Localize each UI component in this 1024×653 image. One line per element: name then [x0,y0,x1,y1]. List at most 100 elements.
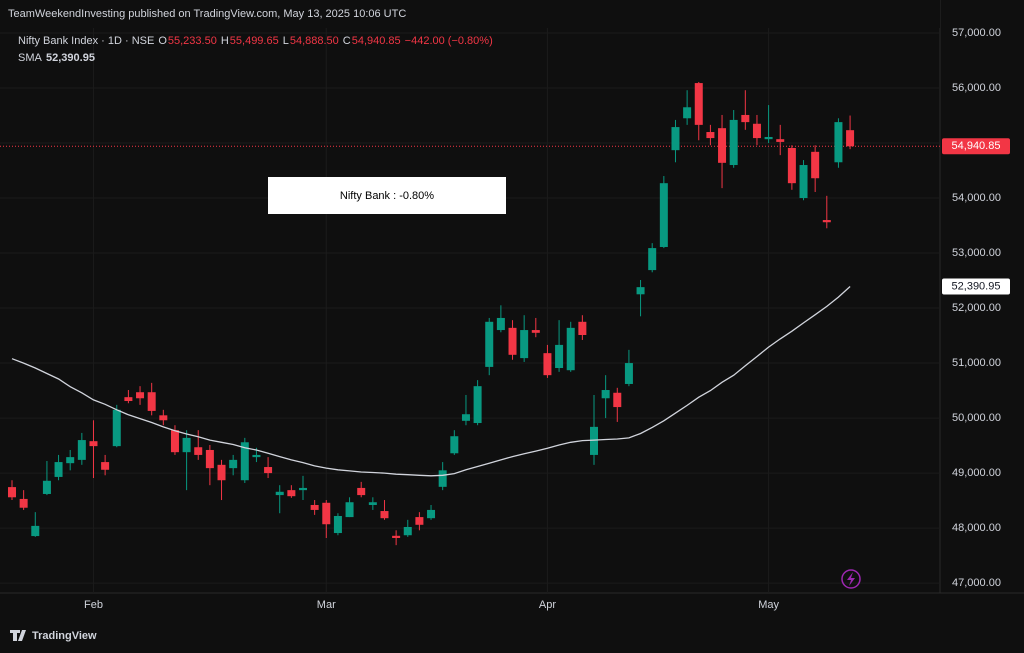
plot [0,81,940,546]
candle-body [380,511,389,519]
candle-body [706,132,715,139]
y-tick-label: 50,000.00 [952,412,1001,424]
candle-body [496,317,505,331]
candle-body [834,122,843,163]
x-tick-label: Mar [317,599,336,611]
candle-body [368,502,377,505]
alert-bolt [847,572,855,586]
candle-body [566,327,575,371]
legend-value: 55,499.65 [230,35,279,47]
y-tick-label: 49,000.00 [952,467,1001,479]
y-tick-label: 52,000.00 [952,302,1001,314]
candle-body [333,515,342,534]
candle-body [683,107,692,119]
candle-body [42,480,51,494]
candle-body [624,363,633,384]
candle-body [671,127,680,151]
candle-body [601,390,610,399]
candle-body [89,441,98,447]
y-tick-label: 47,000.00 [952,577,1001,589]
candle-body [194,447,203,455]
candle-body [694,83,703,125]
symbol: Nifty Bank Index · 1D · NSE [18,35,154,47]
legend-value: 54,940.85 [352,35,401,47]
y-tick-label: 54,000.00 [952,192,1001,204]
candle-body [275,491,284,496]
candle-body [741,114,750,123]
candle-body [66,457,75,464]
candle-body [811,151,820,179]
candle-body [252,454,261,458]
y-tick-label: 56,000.00 [952,82,1001,94]
candle-body [718,128,727,163]
candle-body [170,430,179,453]
x-tick-label: May [758,599,779,611]
candle-body [520,330,529,359]
grid [0,0,940,593]
sma-label-box [942,278,1010,295]
x-tick-label: Apr [539,599,556,611]
candle-body [508,327,517,355]
alert-icon[interactable] [841,569,861,589]
candle-body [764,136,773,140]
candle-body [240,442,249,481]
y-tick-label: 51,000.00 [952,357,1001,369]
candle-body [450,436,459,454]
candle-body [427,509,436,519]
logo [10,630,26,641]
candle-body [729,119,738,166]
candle-body [264,467,273,474]
legend-key: C [343,35,351,47]
candle-body [613,392,622,408]
candle-body [136,392,145,399]
sma-value: 52,390.95 [46,52,95,64]
y-tick-label: 48,000.00 [952,522,1001,534]
candle-body [287,490,296,497]
y-tick-label: 57,000.00 [952,27,1001,39]
candle-body [77,440,86,460]
candle-body [846,130,855,147]
candle-body [159,415,168,421]
annotation: Nifty Bank : -0.80% [340,190,434,202]
legend-value: 54,888.50 [290,35,339,47]
candle-body [403,526,412,536]
candle-body [101,462,110,470]
candle-body [299,487,307,491]
candle-body [8,487,16,498]
price-label-box [942,138,1010,155]
candle-body [357,487,366,496]
candle-body [345,502,354,518]
candle-body [555,344,564,369]
header-bar [0,0,940,28]
candle-body [438,470,447,487]
y-tick-label: 53,000.00 [952,247,1001,259]
candle-body [217,464,226,481]
candle-body [531,330,540,333]
legend-key: O [158,35,167,47]
candle-body [54,462,63,477]
sma-name: SMA [18,52,43,64]
candle-body [776,139,785,142]
candle-body [147,392,156,411]
candle-body [578,321,587,336]
candle-body [205,449,214,469]
candle-body [182,437,191,453]
candle-body [461,414,470,421]
candle-body [473,386,482,424]
candle-body [19,498,28,508]
candle-body [636,287,645,295]
candle-body [322,502,331,525]
candle-body [310,504,319,510]
candle-body [822,220,831,223]
legend-change: −442.00 (−0.80%) [405,35,493,47]
candle-body [112,409,121,447]
branding: TradingView [32,630,97,642]
candle-body [392,535,401,538]
candle-body [590,426,598,455]
legend-key: L [283,35,289,47]
x-tick-label: Feb [84,599,103,611]
candle-body [648,248,657,271]
price-label: 54,940.85 [952,140,1001,152]
